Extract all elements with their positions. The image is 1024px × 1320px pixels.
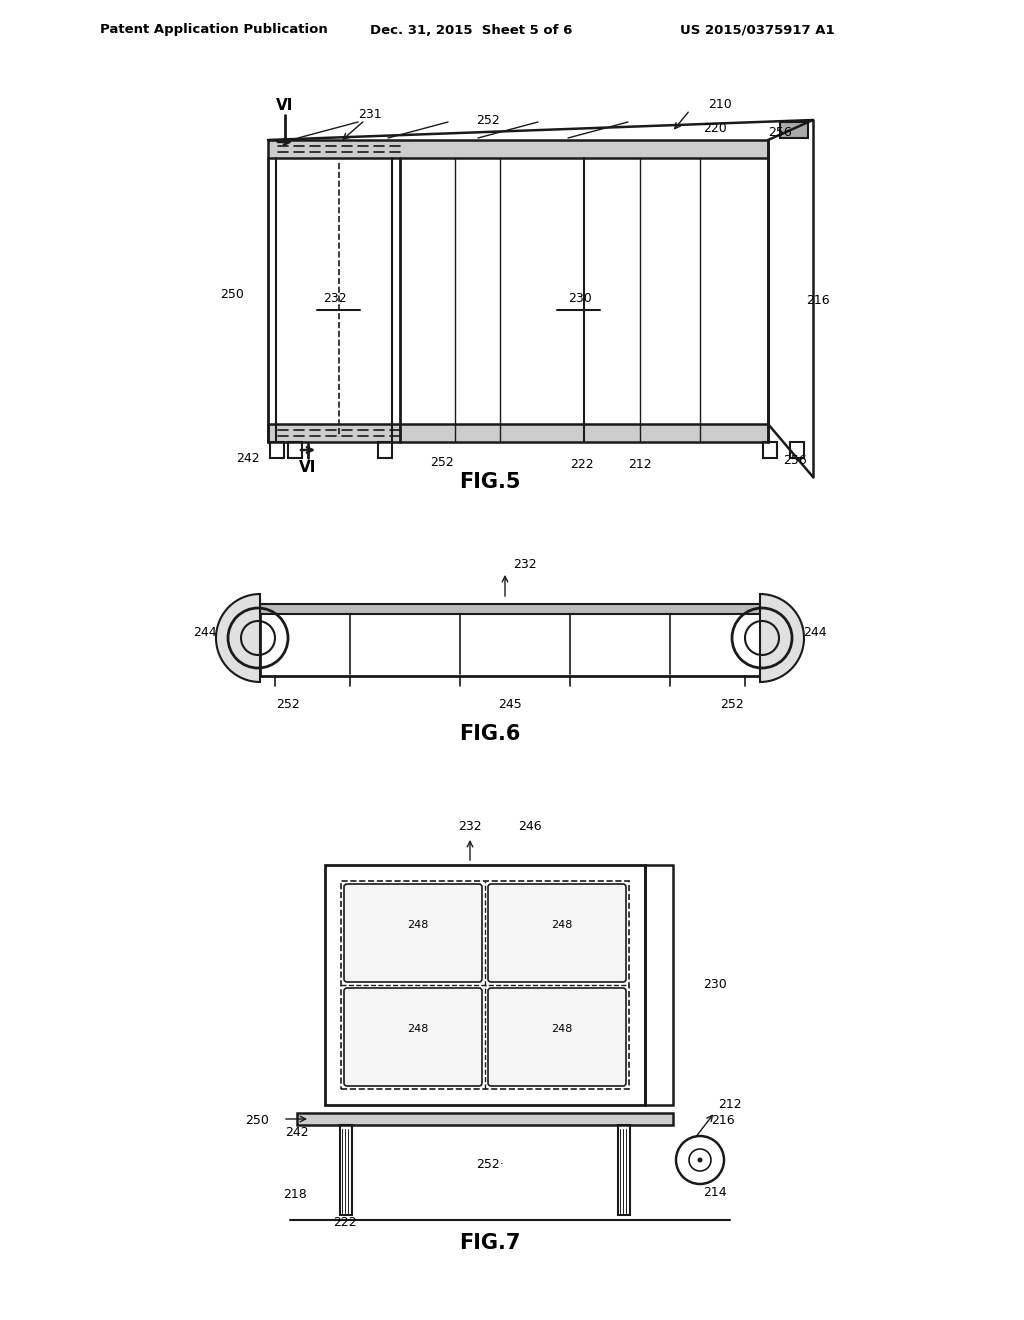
- Text: 250: 250: [245, 1114, 269, 1126]
- Bar: [763, 442, 777, 458]
- Text: 216: 216: [712, 1114, 735, 1126]
- Text: 252: 252: [276, 697, 300, 710]
- Text: VI: VI: [299, 459, 316, 474]
- Bar: [790, 442, 804, 458]
- Text: 252: 252: [430, 457, 454, 470]
- Text: 252: 252: [720, 697, 743, 710]
- Text: 210: 210: [709, 99, 732, 111]
- Text: 218: 218: [283, 1188, 307, 1201]
- Bar: [288, 442, 302, 458]
- Text: 248: 248: [551, 1024, 572, 1034]
- Text: Patent Application Publication: Patent Application Publication: [100, 24, 328, 37]
- Text: 256: 256: [768, 125, 792, 139]
- Bar: [270, 442, 284, 458]
- Text: FIG.5: FIG.5: [459, 473, 521, 492]
- Text: 248: 248: [408, 1024, 429, 1034]
- Bar: [645, 865, 673, 1105]
- Text: 245: 245: [498, 697, 522, 710]
- Bar: [268, 140, 768, 158]
- Bar: [378, 442, 392, 458]
- Bar: [780, 121, 808, 139]
- Text: FIG.7: FIG.7: [460, 1233, 520, 1253]
- Text: 232: 232: [458, 821, 482, 833]
- Bar: [325, 865, 645, 1105]
- Text: 212: 212: [718, 1098, 741, 1111]
- Text: 232: 232: [324, 292, 347, 305]
- Text: 242: 242: [237, 451, 260, 465]
- Text: 216: 216: [806, 293, 829, 306]
- Text: Dec. 31, 2015  Sheet 5 of 6: Dec. 31, 2015 Sheet 5 of 6: [370, 24, 572, 37]
- Text: 230: 230: [703, 978, 727, 991]
- Text: 252·: 252·: [476, 1159, 504, 1172]
- Bar: [341, 880, 629, 1089]
- Text: 232: 232: [513, 557, 537, 570]
- Text: 222: 222: [333, 1217, 356, 1229]
- Circle shape: [697, 1158, 702, 1163]
- Wedge shape: [760, 594, 804, 682]
- Text: 246: 246: [518, 821, 542, 833]
- FancyBboxPatch shape: [488, 987, 626, 1086]
- Text: 222: 222: [570, 458, 594, 471]
- Bar: [618, 1125, 630, 1214]
- Text: VI: VI: [276, 98, 294, 112]
- Wedge shape: [216, 594, 260, 682]
- Text: 230: 230: [568, 292, 592, 305]
- FancyBboxPatch shape: [344, 884, 482, 982]
- Text: 242: 242: [286, 1126, 309, 1139]
- Text: 248: 248: [408, 920, 429, 931]
- Text: US 2015/0375917 A1: US 2015/0375917 A1: [680, 24, 835, 37]
- Text: FIG.6: FIG.6: [460, 723, 520, 744]
- Bar: [260, 605, 760, 614]
- Bar: [268, 424, 768, 442]
- Text: 214: 214: [703, 1185, 727, 1199]
- Text: 256: 256: [783, 454, 807, 466]
- Text: 212: 212: [628, 458, 652, 471]
- Bar: [340, 1125, 352, 1214]
- Text: 231: 231: [358, 108, 382, 121]
- Text: 248: 248: [551, 920, 572, 931]
- Text: 250: 250: [220, 289, 244, 301]
- Bar: [297, 1113, 673, 1125]
- Text: 252: 252: [476, 114, 500, 127]
- FancyBboxPatch shape: [488, 884, 626, 982]
- Text: 220: 220: [703, 121, 727, 135]
- Text: 244: 244: [194, 626, 217, 639]
- Bar: [260, 605, 760, 676]
- FancyBboxPatch shape: [344, 987, 482, 1086]
- Text: 244: 244: [803, 626, 826, 639]
